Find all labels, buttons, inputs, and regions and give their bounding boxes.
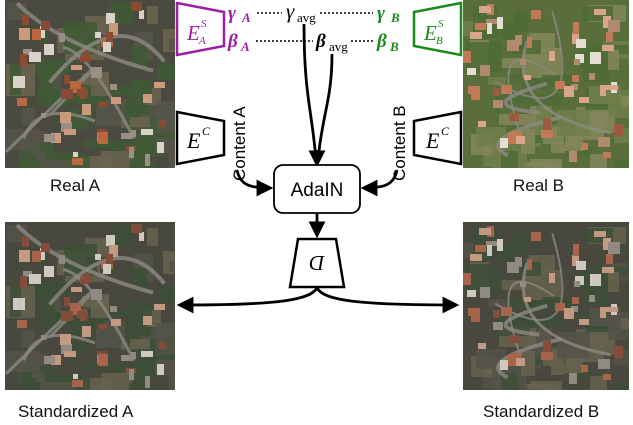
standardized-b-caption: Standardized B [483, 402, 600, 421]
style-encoder-a: E S A [175, 1, 226, 57]
style-encoder-a-sup: S [201, 18, 207, 30]
real-a-caption: Real A [50, 176, 101, 195]
decoder-to-std-b-arrow [315, 287, 460, 314]
standardized-a-image [5, 222, 175, 390]
content-encoder-left-symbol: E [186, 128, 201, 153]
content-a-arrow [235, 169, 274, 197]
beta-b-label: β B [376, 31, 399, 54]
svg-text:A: A [241, 10, 251, 25]
svg-text:γ: γ [286, 0, 295, 23]
svg-text:γ: γ [377, 3, 385, 24]
gamma-b-label: γ B [377, 3, 400, 25]
style-encoder-b-sup: S [438, 18, 444, 30]
svg-text:β: β [315, 31, 326, 52]
gamma-a-label: γ A [228, 3, 251, 25]
style-encoder-b-symbol: E [423, 21, 437, 45]
svg-text:avg: avg [297, 10, 316, 25]
real-a-image [5, 0, 175, 168]
standardized-a-caption: Standardized A [18, 402, 134, 421]
decoder-label: D [309, 251, 325, 275]
gamma-avg-to-adain-curve [302, 23, 318, 161]
decoder-block: D [288, 237, 346, 289]
svg-text:B: B [390, 10, 400, 25]
content-encoder-left: E C [175, 110, 226, 166]
content-b-label: Content B [390, 105, 409, 181]
style-encoder-a-symbol: E [186, 21, 200, 45]
content-encoder-right: E C [412, 110, 463, 166]
style-encoder-b: E S B [412, 1, 463, 57]
content-encoder-left-sup: C [202, 124, 211, 138]
svg-text:β: β [227, 31, 238, 52]
content-b-arrow [360, 169, 399, 197]
standardized-b-aerial [463, 222, 629, 390]
beta-a-label: β A [227, 31, 250, 54]
content-encoder-right-sup: C [441, 124, 450, 138]
beta-avg-label: β avg [315, 31, 348, 54]
real-a-aerial [5, 0, 175, 168]
adain-label: AdaIN [291, 180, 344, 201]
content-encoder-right-symbol: E [425, 128, 440, 153]
real-b-image [463, 0, 629, 168]
svg-text:B: B [389, 39, 399, 54]
beta-avg-to-adain-curve [316, 53, 334, 161]
real-b-caption: Real B [513, 176, 565, 195]
svg-text:avg: avg [329, 39, 348, 54]
standardized-a-aerial [5, 222, 175, 390]
adain-block: AdaIN [273, 164, 361, 214]
decoder-to-std-a-arrow [176, 287, 319, 314]
svg-text:β: β [376, 31, 387, 52]
style-encoder-a-sub: A [198, 35, 206, 47]
standardized-b-image [463, 222, 629, 390]
svg-text:γ: γ [228, 3, 236, 24]
svg-text:A: A [240, 39, 250, 54]
content-a-label: Content A [230, 106, 249, 181]
style-encoder-b-sub: B [436, 35, 443, 47]
real-b-aerial [463, 0, 629, 168]
gamma-avg-label: γ avg [286, 0, 316, 25]
